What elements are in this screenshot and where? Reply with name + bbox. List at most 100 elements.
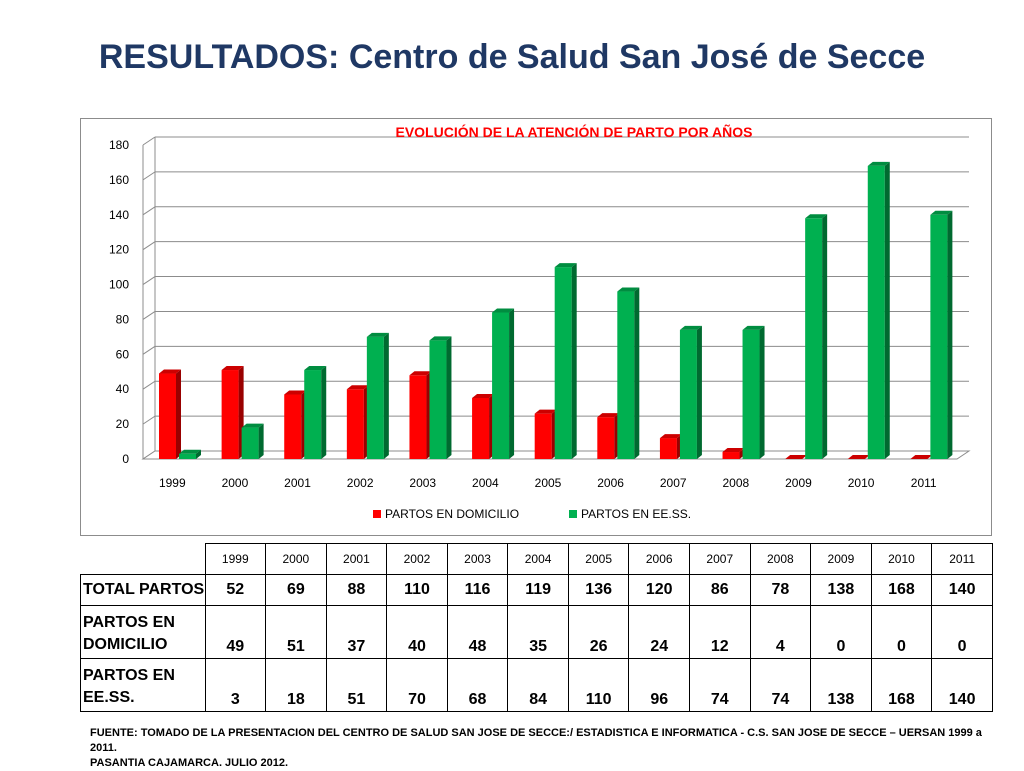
- year-header: 2004: [508, 544, 569, 575]
- x-tick-label: 2011: [911, 476, 937, 490]
- x-tick-label: 2008: [722, 476, 749, 490]
- table-cell: 70: [387, 659, 448, 712]
- table-cell: 12: [690, 606, 751, 659]
- legend-swatch: [569, 510, 577, 518]
- table-cell: 69: [266, 575, 327, 606]
- bar-side: [885, 162, 890, 459]
- bar-eess: [179, 454, 196, 459]
- x-tick-label: 2004: [472, 476, 499, 490]
- y-tick-label: 40: [116, 382, 130, 396]
- y-tick-label: 120: [109, 243, 129, 257]
- year-header: 2002: [387, 544, 448, 575]
- bar-eess: [930, 215, 947, 459]
- bar-eess: [304, 370, 321, 459]
- table-cell: 49: [205, 606, 266, 659]
- table-cell: 84: [508, 659, 569, 712]
- page-title: RESULTADOS: Centro de Salud San José de …: [0, 38, 1024, 77]
- table-cell: 0: [871, 606, 932, 659]
- year-header: 2003: [447, 544, 508, 575]
- table-cell: 86: [690, 575, 751, 606]
- gridline-side: [143, 172, 155, 180]
- bar-side: [446, 336, 451, 459]
- row-label-line: EE.SS.: [83, 689, 135, 706]
- bar-domicilio: [472, 398, 489, 459]
- bar-side: [259, 424, 264, 459]
- bar-domicilio: [409, 375, 426, 459]
- y-tick-label: 100: [109, 278, 129, 292]
- bar-domicilio: [597, 417, 614, 459]
- source-line: PASANTIA CAJAMARCA. JULIO 2012.: [90, 756, 1010, 771]
- bar-eess: [555, 267, 572, 459]
- y-tick-label: 20: [116, 417, 130, 431]
- chart-title: EVOLUCIÓN DE LA ATENCIÓN DE PARTO POR AÑ…: [395, 123, 752, 140]
- bar-eess: [680, 330, 697, 459]
- table-cell: 0: [932, 606, 993, 659]
- table-row-total: TOTAL PARTOS 52 69 88 110 116 119 136 12…: [81, 575, 993, 606]
- bar-domicilio: [535, 414, 552, 459]
- bar-eess: [743, 330, 760, 459]
- table-cell: 136: [568, 575, 629, 606]
- year-header: 2011: [932, 544, 993, 575]
- gridline-side: [143, 277, 155, 285]
- table-cell: 68: [447, 659, 508, 712]
- table-cell: 4: [750, 606, 811, 659]
- year-header: 2005: [568, 544, 629, 575]
- table-cell: 24: [629, 606, 690, 659]
- year-header: 2008: [750, 544, 811, 575]
- table-cell: 88: [326, 575, 387, 606]
- bar-side: [822, 214, 827, 459]
- gridline-side: [143, 242, 155, 250]
- table-cell: 140: [932, 659, 993, 712]
- source-line: FUENTE: TOMADO DE LA PRESENTACION DEL CE…: [90, 726, 1010, 756]
- bar-side: [176, 370, 181, 459]
- table-cell: 120: [629, 575, 690, 606]
- bar-eess: [429, 340, 446, 459]
- bar-side: [947, 211, 952, 459]
- bar-eess: [805, 218, 822, 459]
- bar-side: [509, 308, 514, 459]
- year-header: 2009: [811, 544, 872, 575]
- x-tick-label: 1999: [159, 476, 186, 490]
- table-cell: 51: [326, 659, 387, 712]
- year-header: 2007: [690, 544, 751, 575]
- table-cell: 0: [811, 606, 872, 659]
- year-header: 2001: [326, 544, 387, 575]
- x-tick-label: 2000: [222, 476, 249, 490]
- bar-domicilio: [284, 394, 301, 459]
- table-cell: 168: [871, 659, 932, 712]
- table-cell: 96: [629, 659, 690, 712]
- year-header: 2006: [629, 544, 690, 575]
- bar-domicilio: [660, 438, 677, 459]
- gridline-side: [143, 381, 155, 389]
- legend-label: PARTOS EN DOMICILIO: [385, 507, 519, 521]
- row-label-line: PARTOS EN: [83, 614, 175, 631]
- table-cell: 40: [387, 606, 448, 659]
- x-tick-label: 2006: [597, 476, 624, 490]
- table-cell: 74: [750, 659, 811, 712]
- table-corner-cell: [81, 544, 206, 575]
- table-cell: 78: [750, 575, 811, 606]
- table-cell: 110: [387, 575, 448, 606]
- table-cell: 140: [932, 575, 993, 606]
- bar-side: [572, 263, 577, 459]
- bar-side: [634, 288, 639, 459]
- gridline-side: [143, 346, 155, 354]
- source-note: FUENTE: TOMADO DE LA PRESENTACION DEL CE…: [90, 726, 1010, 771]
- year-header: 2010: [871, 544, 932, 575]
- row-label-line: PARTOS EN: [83, 667, 175, 684]
- table-header-row: 1999 2000 2001 2002 2003 2004 2005 2006 …: [81, 544, 993, 575]
- table-cell: 3: [205, 659, 266, 712]
- x-tick-label: 2002: [347, 476, 374, 490]
- bar-eess: [367, 337, 384, 459]
- bar-domicilio: [723, 452, 740, 459]
- table-cell: 116: [447, 575, 508, 606]
- bar-domicilio: [159, 374, 176, 459]
- table-cell: 18: [266, 659, 327, 712]
- row-label: PARTOS EN EE.SS.: [81, 659, 206, 712]
- table-cell: 51: [266, 606, 327, 659]
- y-tick-label: 140: [109, 208, 129, 222]
- bar-side: [760, 326, 765, 459]
